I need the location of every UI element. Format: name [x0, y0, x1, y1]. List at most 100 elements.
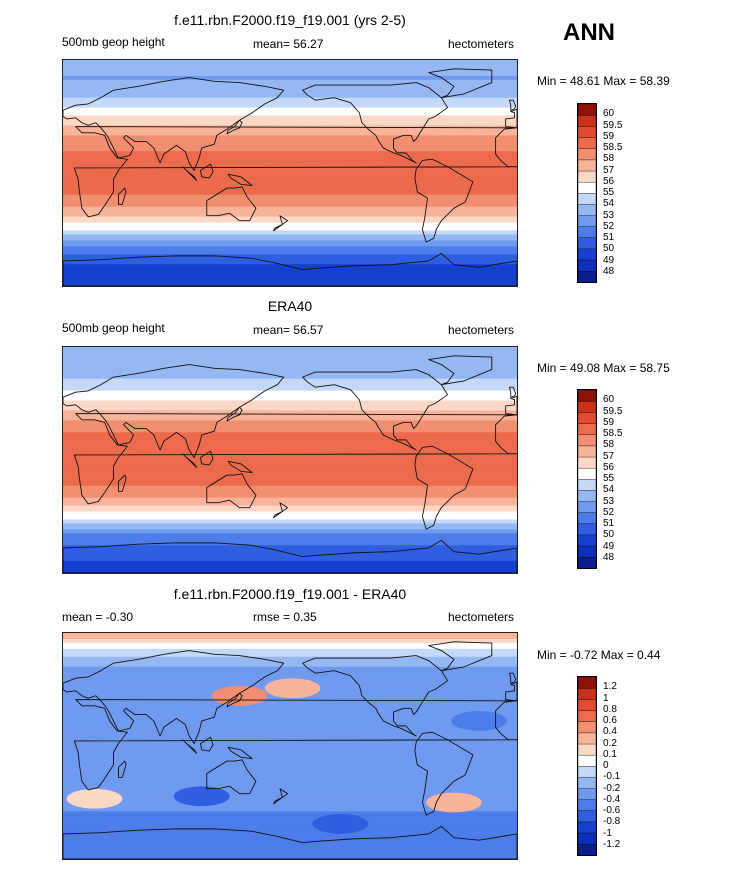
coastline-africa: [73, 126, 517, 218]
colorbar-tick-label: 48: [603, 265, 615, 277]
contour-band: [63, 493, 517, 497]
coastline-borneo: [200, 450, 214, 466]
colorbar-tick-label: -1.2: [603, 838, 621, 850]
contour-band: [63, 194, 517, 198]
contour-band: [63, 793, 517, 796]
colorbar-box: [578, 203, 596, 216]
colorbar-box: [578, 456, 596, 469]
contour-band: [63, 746, 517, 749]
contour-band: [63, 258, 517, 261]
contour-band: [63, 372, 517, 376]
contour-band: [63, 135, 517, 138]
contour-band: [63, 103, 517, 106]
colorbar-tick-label: 0.4: [603, 726, 617, 738]
colorbar-box: [578, 148, 596, 161]
contour-band: [63, 467, 517, 471]
coastline-newzealand: [273, 502, 288, 519]
contour-band: [63, 348, 517, 352]
colorbar-tick-label: 59: [603, 416, 615, 428]
contour-band: [63, 240, 517, 243]
coastline-japan: [226, 692, 243, 708]
contour-band: [63, 416, 517, 419]
contour-band: [63, 640, 517, 644]
colorbar-tick-label: 58.5: [603, 142, 623, 153]
colorbar-tick-label: 0.6: [603, 715, 617, 726]
contour-band: [63, 250, 517, 253]
colorbar-box: [578, 170, 596, 183]
contour-band: [63, 801, 517, 804]
contour-band: [63, 133, 517, 136]
colorbar-box: [578, 114, 596, 127]
contour-band: [63, 505, 517, 508]
contour-band: [63, 208, 517, 212]
colorbar-tick-label: 48: [603, 551, 615, 563]
panel3-units-label: hectometers: [448, 610, 515, 624]
colorbar-box: [578, 248, 596, 261]
contour-band: [63, 374, 517, 378]
contour-band: [63, 525, 517, 528]
contour-band: [63, 773, 517, 777]
contour-band: [63, 125, 517, 128]
contour-band: [63, 438, 517, 441]
contour-band: [63, 638, 517, 642]
contour-band: [63, 497, 517, 501]
contour-band: [63, 738, 517, 741]
colorbar-tick-label: 0.8: [603, 703, 617, 715]
contour-band: [63, 444, 517, 447]
contour-band: [63, 553, 517, 556]
contour-band: [63, 210, 517, 214]
contour-band: [63, 549, 517, 552]
contour-band: [63, 432, 517, 435]
colorbar-box: [578, 799, 596, 811]
contour-band: [63, 155, 517, 158]
contour-band: [63, 216, 517, 219]
contour-feature: [451, 710, 508, 731]
panel2-units-label: hectometers: [448, 323, 515, 337]
contour-band: [63, 284, 517, 286]
contour-band: [63, 392, 517, 395]
contour-band: [63, 131, 517, 134]
contour-band: [63, 188, 517, 192]
contour-band: [63, 787, 517, 791]
contour-band: [63, 280, 517, 283]
colorbar-box: [578, 832, 596, 845]
contour-band: [63, 823, 517, 826]
colorbar-box: [578, 687, 596, 700]
contour-band: [63, 178, 517, 182]
contour-band: [63, 370, 517, 374]
contour-band: [63, 477, 517, 481]
colorbar-box: [578, 843, 596, 855]
colorbar-tick-label: 54: [603, 484, 615, 496]
contour-band: [63, 714, 517, 717]
contour-band: [63, 755, 517, 759]
contour-band: [63, 543, 517, 546]
panel3-colorbar: [577, 676, 597, 856]
contour-band: [63, 184, 517, 188]
coastline-n-america: [302, 655, 449, 737]
contour-band: [63, 356, 517, 360]
contour-band: [63, 149, 517, 152]
contour-band: [63, 230, 517, 233]
contour-band: [63, 192, 517, 196]
contour-band: [63, 244, 517, 247]
coastline-sumatra: [182, 739, 198, 754]
coastline-uk: [508, 99, 517, 111]
contour-band: [63, 775, 517, 779]
contour-band: [63, 559, 517, 562]
coastline-europe-w: [505, 108, 517, 129]
contour-band: [63, 246, 517, 249]
contour-band: [63, 111, 517, 114]
colorbar-tick-label: 51: [603, 232, 615, 243]
contour-band: [63, 99, 517, 103]
contour-band: [63, 461, 517, 465]
contour-band: [63, 728, 517, 731]
contour-band: [63, 757, 517, 761]
contour-band: [63, 809, 517, 812]
contour-band: [63, 206, 517, 210]
contour-band: [63, 412, 517, 415]
contour-band: [63, 813, 517, 816]
contour-band: [63, 708, 517, 711]
contour-band: [63, 702, 517, 705]
contour-band: [63, 364, 517, 368]
contour-band: [63, 644, 517, 648]
